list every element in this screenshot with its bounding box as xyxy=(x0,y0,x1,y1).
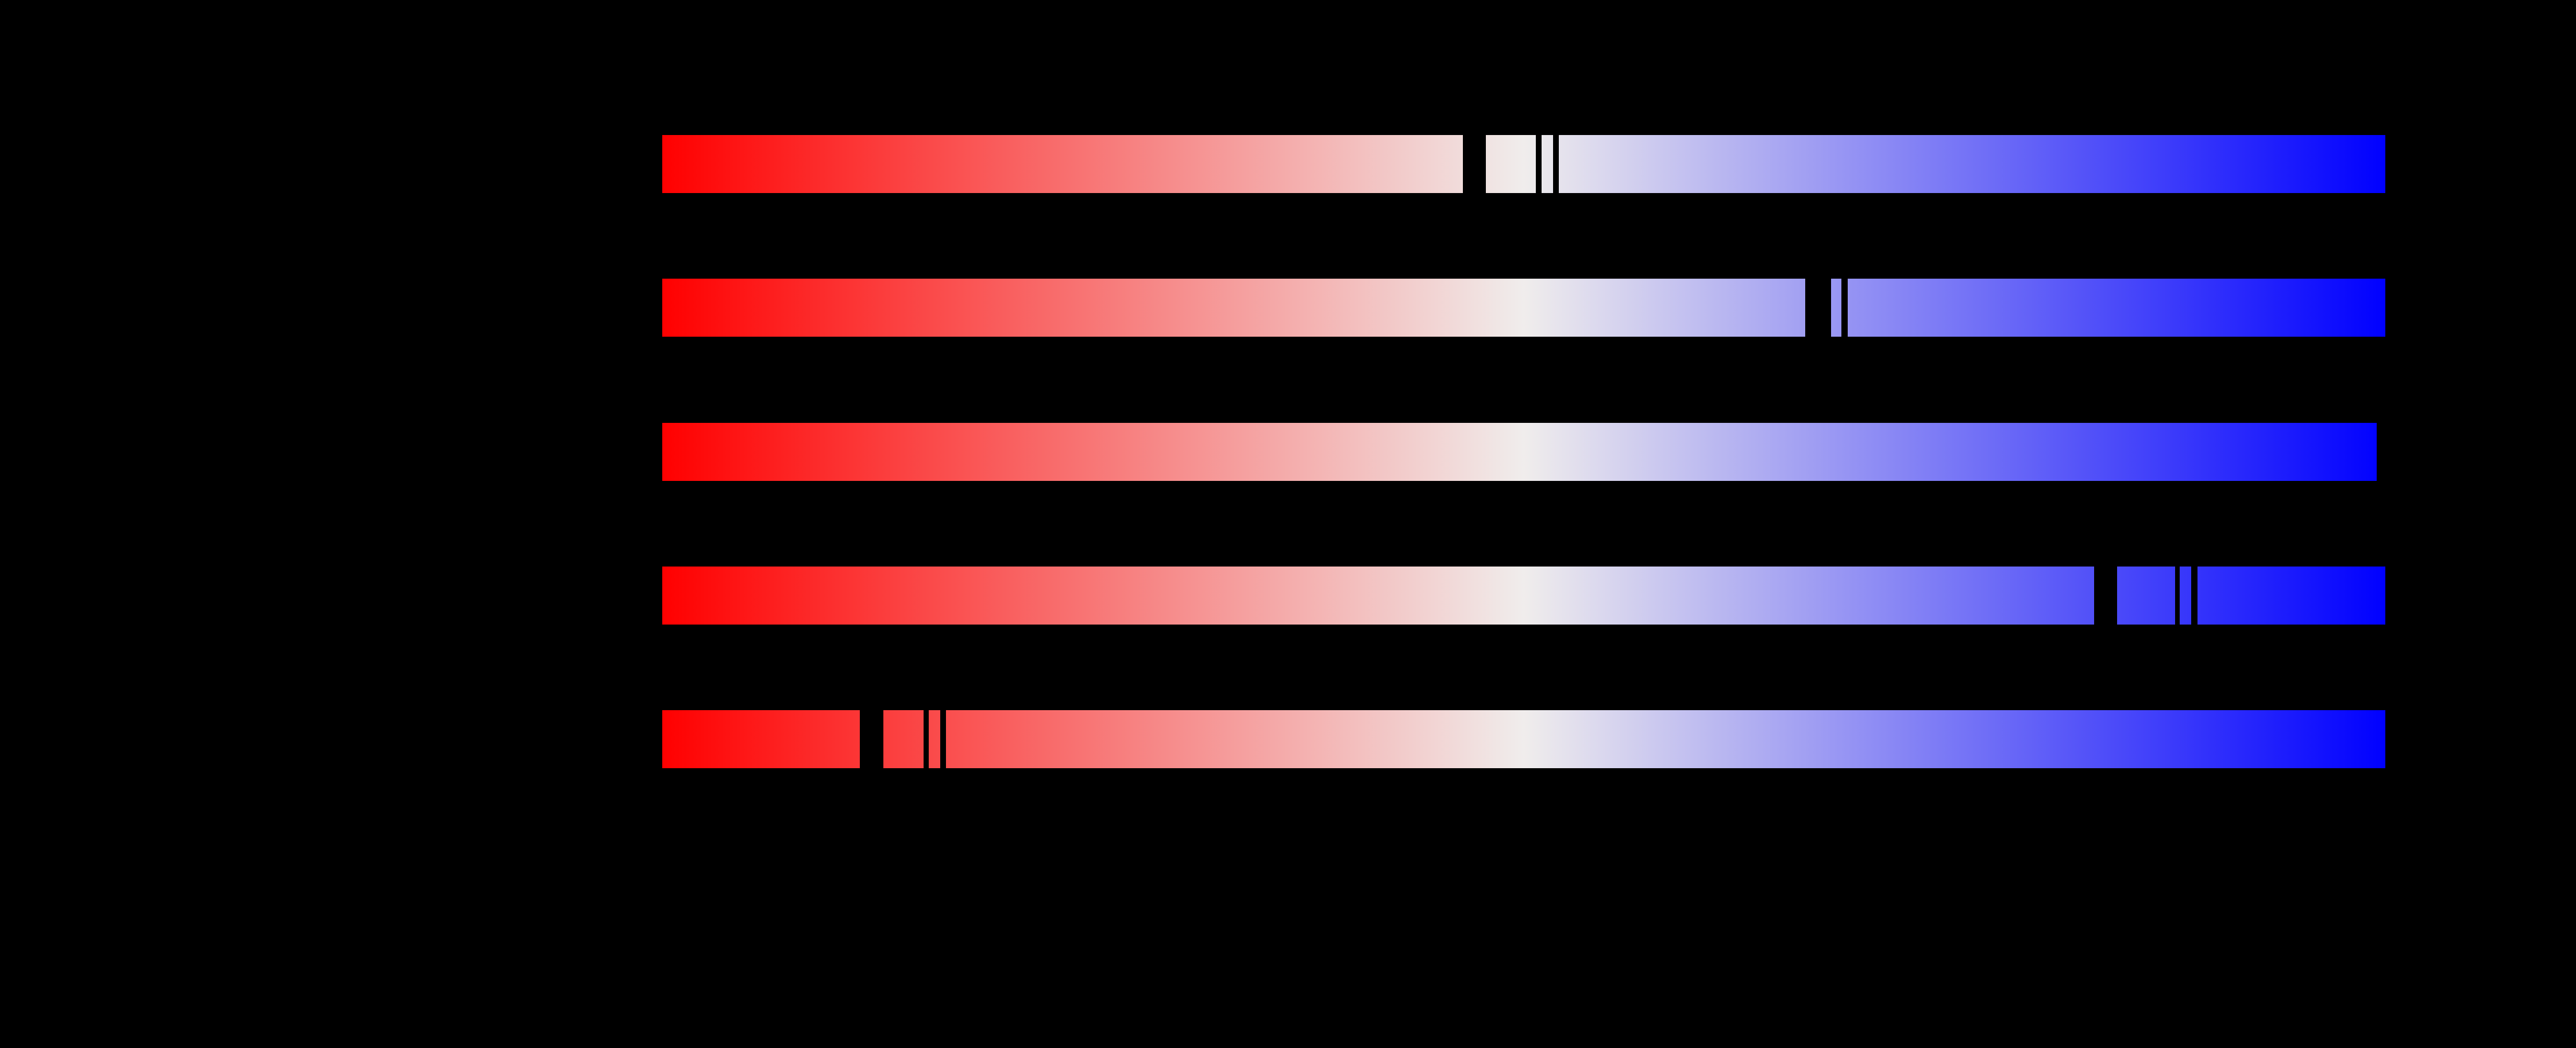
gradient-bar-row-2 xyxy=(662,278,2385,337)
gradient-bar-row-4 xyxy=(662,566,2385,625)
thick-marker-line xyxy=(860,710,883,769)
thin-marker-line xyxy=(1841,278,1848,337)
thin-marker-line xyxy=(1553,134,1559,194)
gradient-bar-row-1 xyxy=(662,134,2385,194)
diverging-gradient-fill xyxy=(662,423,2385,481)
diverging-gradient-fill xyxy=(662,567,2385,625)
thick-marker-line xyxy=(1805,278,1831,337)
thin-marker-line xyxy=(2191,566,2197,625)
thin-marker-line xyxy=(2175,566,2180,625)
thin-marker-line xyxy=(924,710,929,769)
thin-marker-line xyxy=(940,710,946,769)
gradient-bar-row-3 xyxy=(662,422,2385,481)
gradient-bar-row-5 xyxy=(662,710,2385,769)
diverging-gradient-fill xyxy=(662,279,2385,337)
diverging-gradient-fill xyxy=(662,135,2385,193)
thick-marker-line xyxy=(2377,422,2385,481)
thin-marker-line xyxy=(1536,134,1542,194)
thick-marker-line xyxy=(1463,134,1486,194)
thick-marker-line xyxy=(2094,566,2117,625)
diverging-gradient-fill xyxy=(662,710,2385,768)
